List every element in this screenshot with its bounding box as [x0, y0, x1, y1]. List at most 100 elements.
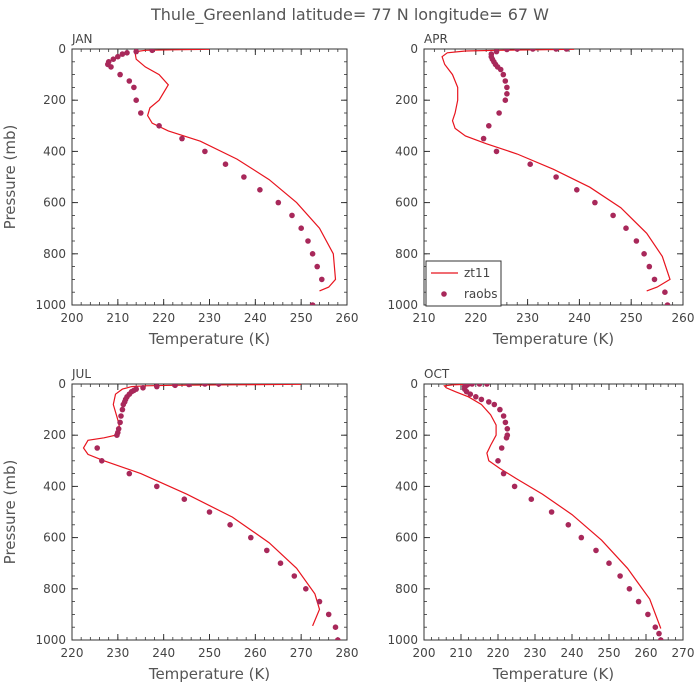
data-point — [305, 238, 311, 244]
x-tick-label: 250 — [290, 311, 313, 325]
data-point — [156, 123, 162, 129]
data-point — [514, 49, 520, 52]
data-point — [316, 598, 323, 605]
data-point — [592, 199, 598, 206]
y-tick-label: 600 — [43, 196, 66, 210]
y-tick-label: 800 — [43, 582, 66, 596]
series-points-raobs — [105, 49, 325, 305]
data-point — [486, 399, 492, 405]
x-axis-label: Temperature (K) — [492, 330, 614, 348]
data-point — [645, 611, 651, 618]
data-point — [565, 522, 572, 528]
data-point — [646, 263, 653, 270]
data-point — [527, 161, 533, 167]
data-point — [504, 426, 511, 432]
data-point — [119, 51, 126, 57]
data-point — [257, 187, 263, 193]
data-point — [652, 624, 659, 630]
y-axis-label: Pressure (mb) — [1, 125, 19, 230]
data-point — [626, 586, 633, 592]
y-tick-label: 0 — [410, 377, 418, 391]
y-tick-label: 400 — [395, 144, 418, 158]
x-tick-label: 230 — [516, 311, 539, 325]
data-point — [119, 406, 126, 413]
x-tick-label: 280 — [336, 646, 359, 660]
x-tick-label: 250 — [598, 646, 621, 660]
data-point — [117, 71, 123, 78]
data-point — [140, 385, 146, 391]
data-point — [154, 384, 160, 390]
panel-label-jul: JUL — [71, 367, 91, 381]
x-tick-label: 250 — [198, 646, 221, 660]
data-point — [641, 251, 647, 257]
y-tick-label: 600 — [43, 531, 66, 545]
data-point — [553, 49, 559, 52]
x-tick-label: 220 — [152, 311, 175, 325]
figure-title: Thule_Greenland latitude= 77 N longitude… — [150, 5, 549, 25]
data-point — [478, 396, 485, 403]
panel-jan: JAN 200 210 220 230 240 250 260 0 200 400 600 800 100… — [1, 32, 358, 348]
data-point — [309, 302, 316, 305]
data-point — [633, 238, 640, 244]
x-tick-label: 270 — [672, 646, 695, 660]
data-point — [498, 445, 505, 451]
data-point — [664, 302, 671, 305]
data-point — [289, 212, 295, 219]
panel-apr: APR 210 220 230 240 250 260 0 200 400 600 800 1000 Te… — [387, 32, 694, 348]
panel-jul: JUL 220 230 240 250 260 270 280 0 200 400 600 800 100… — [1, 367, 358, 683]
x-axis-label: Temperature (K) — [148, 665, 270, 683]
x-tick-label: 230 — [524, 646, 547, 660]
data-point — [548, 509, 555, 515]
data-point — [495, 458, 501, 464]
data-point — [202, 384, 208, 387]
data-point — [530, 49, 536, 52]
series-line-zt11 — [441, 49, 671, 292]
legend: zt11 raobs — [425, 260, 502, 307]
x-tick-label: 240 — [244, 311, 267, 325]
data-point — [578, 534, 585, 541]
data-point — [493, 148, 500, 155]
y-axis-label: Pressure (mb) — [1, 460, 19, 565]
data-point — [662, 289, 668, 296]
data-point — [504, 49, 510, 53]
data-point — [291, 573, 298, 579]
data-point — [651, 276, 658, 283]
x-axis-label: Temperature (K) — [492, 665, 614, 683]
data-point — [108, 64, 114, 70]
panel-oct: OCT 200 210 220 230 240 250 260 270 0 200 400 600 800… — [387, 367, 694, 683]
y-tick-label: 800 — [43, 247, 66, 261]
data-point — [332, 624, 339, 630]
x-tick-label: 210 — [413, 311, 436, 325]
data-point — [126, 78, 133, 84]
data-point — [131, 84, 137, 91]
x-tick-label: 200 — [61, 311, 84, 325]
data-point — [181, 496, 188, 503]
panel-label-oct: OCT — [424, 367, 450, 381]
data-point — [110, 56, 117, 62]
data-point — [114, 432, 120, 439]
data-point — [319, 276, 325, 283]
data-point — [500, 71, 507, 78]
data-point — [493, 49, 500, 55]
data-point — [467, 391, 474, 398]
data-point — [528, 496, 535, 503]
data-point — [118, 413, 124, 419]
y-tick-label: 400 — [43, 479, 66, 493]
data-point — [248, 534, 254, 541]
x-tick-label: 230 — [198, 311, 221, 325]
y-tick-label: 400 — [395, 479, 418, 493]
data-point — [511, 483, 518, 490]
x-tick-label: 270 — [290, 646, 313, 660]
y-tick-label: 1000 — [35, 633, 66, 647]
x-tick-label: 260 — [336, 311, 359, 325]
y-tick-label: 0 — [58, 377, 66, 391]
data-point — [480, 135, 487, 142]
x-tick-label: 210 — [106, 311, 129, 325]
data-point — [504, 84, 510, 91]
data-point — [502, 97, 509, 103]
data-point — [497, 406, 503, 413]
data-point — [133, 49, 139, 55]
legend-box — [425, 260, 502, 307]
y-tick-label: 1000 — [35, 298, 66, 312]
